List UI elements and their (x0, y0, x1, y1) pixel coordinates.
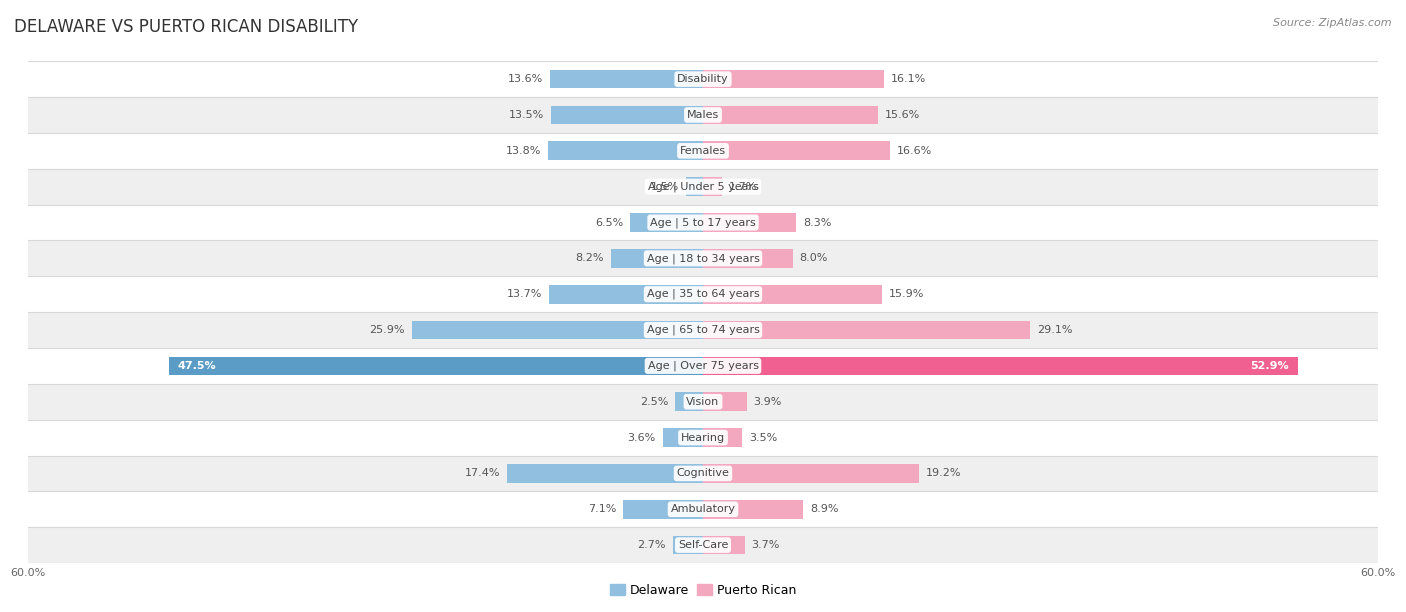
Text: Females: Females (681, 146, 725, 156)
Text: 13.7%: 13.7% (506, 289, 543, 299)
Text: 13.8%: 13.8% (506, 146, 541, 156)
Text: 3.7%: 3.7% (751, 540, 780, 550)
Text: Age | 18 to 34 years: Age | 18 to 34 years (647, 253, 759, 264)
Bar (28, 312, 1378, 348)
Text: 2.7%: 2.7% (637, 540, 666, 550)
Text: 16.6%: 16.6% (897, 146, 932, 156)
Text: 19.2%: 19.2% (925, 468, 962, 479)
Bar (550, 70, 703, 89)
Bar (703, 536, 745, 554)
Bar (703, 249, 793, 267)
Text: 15.6%: 15.6% (886, 110, 921, 120)
Text: 7.1%: 7.1% (588, 504, 616, 514)
Text: 52.9%: 52.9% (1250, 361, 1289, 371)
Bar (703, 428, 742, 447)
Bar (412, 321, 703, 340)
Bar (28, 384, 1378, 420)
Text: 13.6%: 13.6% (508, 74, 543, 84)
Text: 25.9%: 25.9% (370, 325, 405, 335)
Text: 47.5%: 47.5% (177, 361, 217, 371)
Bar (28, 204, 1378, 241)
Text: Age | Under 5 years: Age | Under 5 years (648, 181, 758, 192)
Text: 8.2%: 8.2% (575, 253, 605, 263)
Bar (28, 527, 1378, 563)
Bar (703, 392, 747, 411)
Text: 1.7%: 1.7% (728, 182, 758, 192)
Bar (28, 455, 1378, 491)
Text: 17.4%: 17.4% (465, 468, 501, 479)
Text: Age | 35 to 64 years: Age | 35 to 64 years (647, 289, 759, 299)
Text: Males: Males (688, 110, 718, 120)
Bar (703, 285, 882, 304)
Text: Age | 5 to 17 years: Age | 5 to 17 years (650, 217, 756, 228)
Text: 16.1%: 16.1% (891, 74, 927, 84)
Bar (672, 536, 703, 554)
Text: 29.1%: 29.1% (1038, 325, 1073, 335)
Bar (169, 357, 703, 375)
Bar (28, 276, 1378, 312)
Bar (610, 249, 703, 267)
Text: Hearing: Hearing (681, 433, 725, 442)
Text: DELAWARE VS PUERTO RICAN DISABILITY: DELAWARE VS PUERTO RICAN DISABILITY (14, 18, 359, 36)
Text: 13.5%: 13.5% (509, 110, 544, 120)
Text: 3.5%: 3.5% (749, 433, 778, 442)
Bar (703, 357, 1298, 375)
Bar (662, 428, 703, 447)
Bar (703, 321, 1031, 340)
Bar (703, 141, 890, 160)
Text: 3.6%: 3.6% (627, 433, 655, 442)
Text: Self-Care: Self-Care (678, 540, 728, 550)
Text: 6.5%: 6.5% (595, 217, 623, 228)
Bar (28, 133, 1378, 169)
Text: 2.5%: 2.5% (640, 397, 668, 407)
Bar (703, 464, 920, 483)
Bar (686, 177, 703, 196)
Text: 8.0%: 8.0% (800, 253, 828, 263)
Bar (703, 177, 723, 196)
Text: Source: ZipAtlas.com: Source: ZipAtlas.com (1274, 18, 1392, 28)
Text: 8.3%: 8.3% (803, 217, 831, 228)
Legend: Delaware, Puerto Rican: Delaware, Puerto Rican (610, 584, 796, 597)
Text: Ambulatory: Ambulatory (671, 504, 735, 514)
Text: Vision: Vision (686, 397, 720, 407)
Bar (548, 285, 703, 304)
Text: 15.9%: 15.9% (889, 289, 924, 299)
Bar (703, 106, 879, 124)
Bar (28, 420, 1378, 455)
Bar (551, 106, 703, 124)
Text: Age | 65 to 74 years: Age | 65 to 74 years (647, 325, 759, 335)
Text: 1.5%: 1.5% (651, 182, 679, 192)
Bar (28, 169, 1378, 204)
Bar (675, 392, 703, 411)
Text: 8.9%: 8.9% (810, 504, 838, 514)
Text: Age | Over 75 years: Age | Over 75 years (648, 360, 758, 371)
Bar (28, 491, 1378, 527)
Bar (28, 61, 1378, 97)
Bar (548, 141, 703, 160)
Bar (630, 213, 703, 232)
Text: Cognitive: Cognitive (676, 468, 730, 479)
Bar (703, 213, 796, 232)
Text: 3.9%: 3.9% (754, 397, 782, 407)
Bar (508, 464, 703, 483)
Text: Disability: Disability (678, 74, 728, 84)
Bar (703, 70, 884, 89)
Bar (28, 241, 1378, 276)
Bar (28, 97, 1378, 133)
Bar (28, 348, 1378, 384)
Bar (623, 500, 703, 518)
Bar (703, 500, 803, 518)
